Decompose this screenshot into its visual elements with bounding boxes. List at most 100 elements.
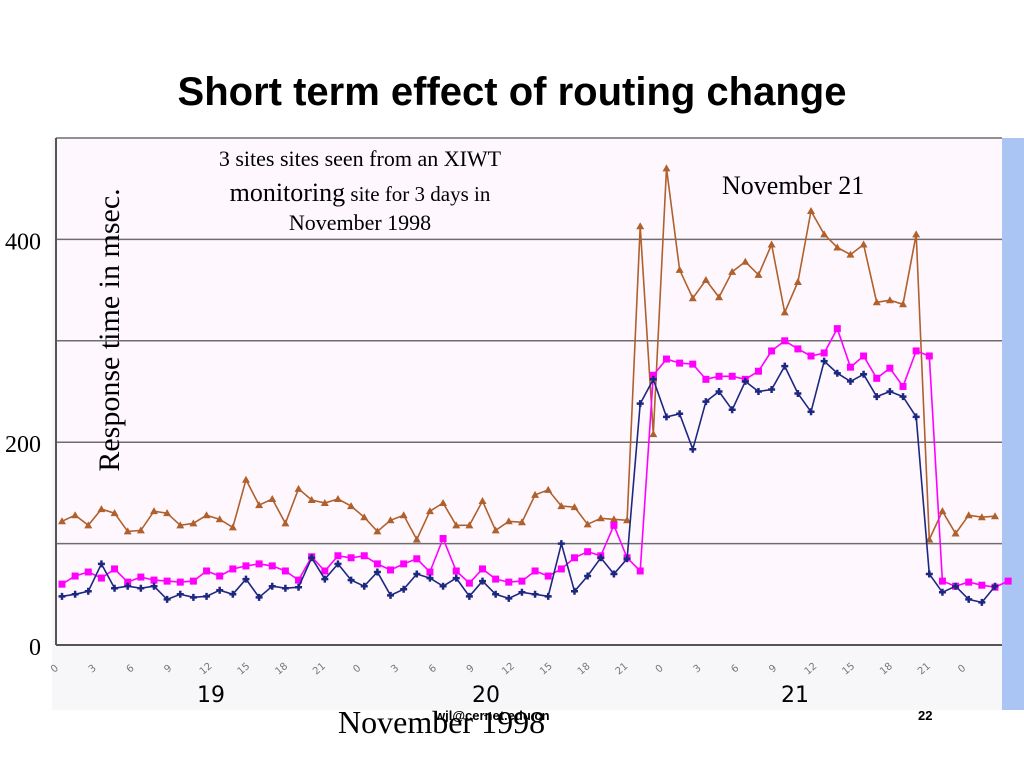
series-point [347, 502, 356, 510]
series-point [255, 593, 263, 601]
series-point [531, 567, 539, 575]
series-point [794, 345, 802, 353]
series-point [860, 352, 868, 360]
series-point [938, 507, 947, 515]
series-point [295, 576, 303, 584]
series-point [584, 548, 592, 556]
series-point [597, 554, 605, 562]
series-point [768, 385, 776, 393]
series-point [228, 523, 237, 531]
series-point [570, 503, 579, 511]
series-point [84, 587, 92, 595]
series-point [334, 552, 342, 560]
series-point [294, 484, 303, 492]
series-point [111, 565, 119, 573]
series-point [399, 511, 408, 519]
series-point [426, 574, 434, 582]
x-tick-label: 9 [465, 663, 477, 676]
series-point [938, 577, 946, 585]
series-point [163, 595, 171, 603]
series-point [584, 572, 592, 580]
series-point [754, 270, 763, 278]
series-point [84, 521, 93, 529]
series-point [741, 257, 750, 265]
series-point [610, 521, 618, 529]
series-point [912, 413, 920, 421]
series-point [689, 445, 697, 453]
series-point [794, 390, 802, 398]
series-point [465, 592, 473, 600]
series-point [58, 580, 66, 588]
series-point [662, 164, 671, 172]
series-point [137, 584, 145, 592]
series-point [728, 372, 736, 380]
series-point [216, 572, 224, 580]
slide-number: 22 [918, 708, 933, 723]
series-point [977, 513, 986, 521]
series-point [872, 298, 881, 306]
x-tick-label: 6 [729, 663, 741, 676]
series-point [111, 584, 119, 592]
series-point [768, 347, 776, 355]
series-point [373, 527, 382, 535]
chart-annotation: 3 sites sites seen from an XIWT monitori… [160, 146, 560, 236]
series-point [281, 519, 290, 527]
series-point [58, 592, 66, 600]
series-point [873, 393, 881, 401]
annotation-word: monitoring [229, 178, 346, 207]
series-point [754, 388, 762, 395]
series-point [308, 554, 316, 562]
series-point [215, 515, 224, 523]
series-point [676, 410, 684, 418]
series-point [387, 566, 395, 574]
series-point [150, 582, 158, 590]
series-point [452, 567, 460, 575]
series-point [58, 517, 66, 525]
series-point [439, 582, 447, 590]
series-point [557, 502, 566, 510]
series-point [557, 540, 565, 548]
series-point [71, 511, 80, 519]
series-point [899, 382, 907, 390]
x-tick-label: 6 [125, 663, 137, 676]
series-point [609, 515, 618, 523]
series-point [268, 494, 277, 502]
series-point [517, 518, 526, 526]
series-point [84, 568, 92, 576]
series-point [728, 406, 736, 414]
day-label: 21 [781, 683, 809, 708]
series-point [846, 363, 854, 371]
series-point [255, 501, 264, 509]
series-point [623, 555, 631, 563]
series-point [189, 593, 197, 601]
series-point [912, 230, 921, 238]
annotation-line-1: 3 sites sites seen from an XIWT [218, 146, 502, 171]
series-point [268, 562, 276, 570]
series-point [544, 592, 552, 600]
series-point [439, 535, 447, 543]
series-point [570, 554, 578, 562]
series-point [150, 576, 158, 584]
series-point [1004, 577, 1012, 585]
series-point [478, 497, 487, 505]
series-point [925, 570, 933, 578]
series-point [203, 592, 211, 600]
series-point [662, 355, 670, 363]
series-point [702, 398, 710, 406]
series-point [347, 554, 355, 562]
series-point [320, 499, 329, 507]
series-point [71, 590, 79, 598]
series-point [807, 207, 816, 215]
series-point [163, 577, 171, 585]
series-point [925, 352, 933, 360]
series-point [978, 598, 986, 606]
series-point [991, 582, 999, 590]
series-point [583, 520, 592, 528]
x-tick-label: 0 [654, 663, 666, 676]
footer-email: wjl@cernet.edu.cn [435, 708, 550, 723]
series-point [360, 552, 368, 560]
series-point [176, 521, 185, 529]
x-tick-label: 3 [692, 663, 704, 676]
series-point [492, 575, 500, 583]
